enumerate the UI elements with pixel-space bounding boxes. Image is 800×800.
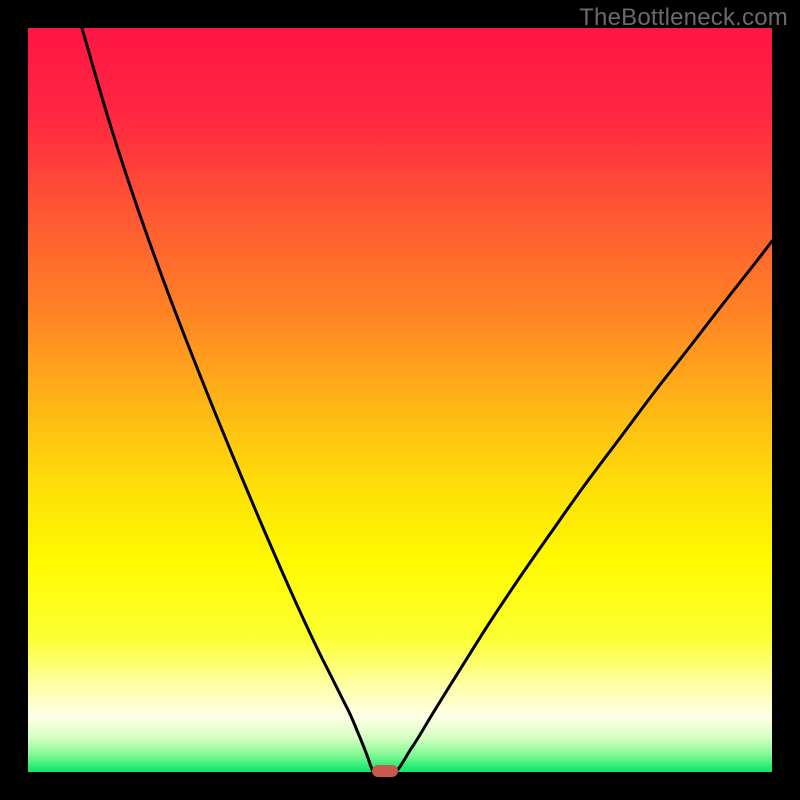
bottleneck-chart (0, 0, 800, 800)
minimum-marker (372, 765, 398, 777)
watermark-text: TheBottleneck.com (579, 4, 788, 32)
chart-container: TheBottleneck.com (0, 0, 800, 800)
gradient-background (28, 28, 772, 772)
